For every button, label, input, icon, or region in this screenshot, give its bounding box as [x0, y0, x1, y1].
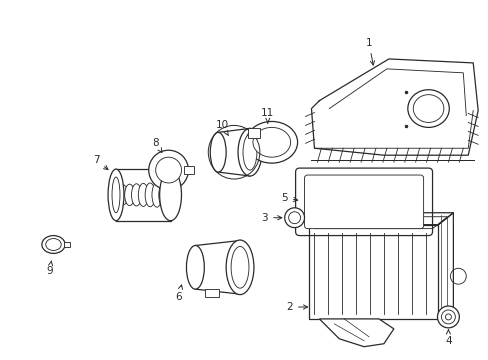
Ellipse shape	[46, 239, 61, 251]
Polygon shape	[319, 319, 393, 347]
Ellipse shape	[252, 127, 290, 157]
FancyBboxPatch shape	[304, 175, 423, 229]
Ellipse shape	[231, 247, 248, 288]
Bar	[247, 129, 259, 138]
Ellipse shape	[412, 95, 443, 122]
Text: 11: 11	[261, 108, 274, 123]
Ellipse shape	[225, 240, 253, 294]
Circle shape	[284, 208, 304, 228]
Text: 6: 6	[175, 285, 182, 302]
Text: 9: 9	[46, 261, 53, 276]
Circle shape	[437, 306, 458, 328]
Bar	[184, 166, 194, 174]
Ellipse shape	[42, 235, 65, 253]
Circle shape	[441, 310, 454, 324]
Circle shape	[449, 268, 466, 284]
Ellipse shape	[138, 183, 148, 206]
Bar	[205, 289, 219, 297]
Ellipse shape	[152, 183, 162, 207]
Ellipse shape	[108, 169, 123, 221]
Ellipse shape	[111, 185, 121, 205]
Text: 3: 3	[261, 213, 281, 223]
Ellipse shape	[159, 182, 168, 208]
Ellipse shape	[112, 177, 120, 213]
Text: 8: 8	[152, 138, 162, 152]
Ellipse shape	[131, 184, 141, 206]
Ellipse shape	[407, 90, 448, 127]
Circle shape	[155, 157, 181, 183]
Text: 2: 2	[286, 302, 307, 312]
Text: 5: 5	[281, 193, 297, 203]
Text: 10: 10	[215, 121, 228, 136]
Text: 4: 4	[444, 330, 451, 346]
Circle shape	[288, 212, 300, 224]
Ellipse shape	[145, 183, 155, 207]
Ellipse shape	[118, 185, 127, 205]
Text: 1: 1	[365, 38, 374, 65]
Ellipse shape	[243, 134, 256, 170]
FancyBboxPatch shape	[295, 168, 432, 235]
Circle shape	[148, 150, 188, 190]
Ellipse shape	[210, 132, 225, 172]
Ellipse shape	[245, 121, 297, 163]
Bar	[64, 242, 70, 247]
Ellipse shape	[186, 246, 204, 289]
Ellipse shape	[124, 184, 134, 206]
Text: 7: 7	[93, 155, 108, 170]
Circle shape	[445, 314, 450, 320]
Ellipse shape	[238, 129, 262, 176]
Ellipse shape	[160, 169, 181, 221]
